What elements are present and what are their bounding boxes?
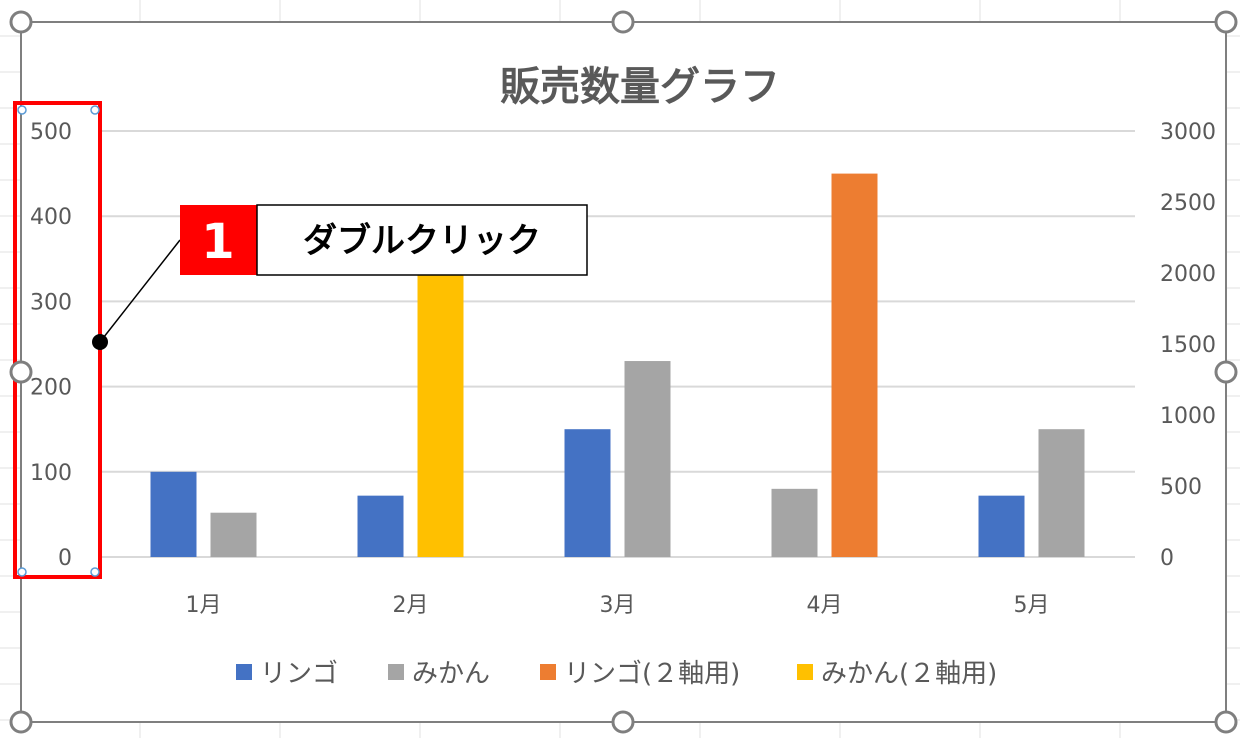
callout-text: ダブルクリック: [303, 221, 541, 261]
bar[interactable]: [210, 512, 257, 557]
primary-axis-tick-label: 200: [30, 376, 72, 401]
legend-entry[interactable]: リンゴ(２軸用): [564, 659, 740, 689]
resize-handle-top-left[interactable]: [9, 10, 33, 34]
secondary-axis-tick-label: 1500: [1160, 333, 1216, 358]
primary-axis-tick-label: 500: [30, 120, 72, 145]
category-label: 5月: [1014, 593, 1050, 618]
bar[interactable]: [771, 488, 818, 557]
bar[interactable]: [831, 173, 878, 557]
chart-resize-handles[interactable]: [9, 10, 1238, 734]
instruction-callout: 1 ダブルクリック: [92, 204, 588, 350]
bar[interactable]: [150, 471, 197, 557]
bar[interactable]: [417, 273, 464, 557]
axis-selection-handle[interactable]: [17, 105, 27, 115]
chart-border: [20, 21, 1227, 723]
category-label: 3月: [600, 593, 636, 618]
primary-axis-tick-label: 0: [58, 546, 72, 571]
category-label: 1月: [186, 593, 222, 618]
bar[interactable]: [564, 429, 611, 557]
category-label: 2月: [393, 593, 429, 618]
resize-handle-top-right[interactable]: [1214, 10, 1238, 34]
legend-swatch[interactable]: [388, 664, 404, 680]
callout-step-number: 1: [201, 214, 234, 270]
resize-handle-left[interactable]: [9, 360, 33, 384]
category-axis[interactable]: 1月 2月 3月 4月 5月: [186, 593, 1050, 618]
axis-selection-handle[interactable]: [17, 567, 27, 577]
legend[interactable]: リンゴ みかん リンゴ(２軸用) みかん(２軸用): [236, 659, 997, 689]
secondary-axis-tick-label: 2000: [1160, 262, 1216, 287]
secondary-axis-tick-label: 500: [1160, 475, 1202, 500]
secondary-axis[interactable]: 0 500 1000 1500 2000 2500 3000: [1160, 120, 1216, 571]
legend-entry[interactable]: みかん(２軸用): [821, 659, 997, 689]
bar[interactable]: [978, 495, 1025, 557]
bar[interactable]: [1038, 429, 1085, 557]
primary-axis-tick-label: 400: [30, 205, 72, 230]
resize-handle-top[interactable]: [611, 10, 635, 34]
resize-handle-right[interactable]: [1214, 360, 1238, 384]
secondary-axis-tick-label: 1000: [1160, 404, 1216, 429]
primary-axis[interactable]: 0 100 200 300 400 500: [30, 120, 72, 571]
bar[interactable]: [357, 495, 404, 557]
axis-selection-handle[interactable]: [90, 567, 100, 577]
callout-leader-line: [99, 239, 181, 343]
legend-entry[interactable]: リンゴ: [260, 659, 338, 689]
callout-number-box: [180, 205, 257, 275]
chart-title[interactable]: 販売数量グラフ: [500, 64, 780, 110]
primary-axis-tick-label: 100: [30, 461, 72, 486]
resize-handle-bottom-right[interactable]: [1214, 710, 1238, 734]
category-label: 4月: [807, 593, 843, 618]
axis-selection-handle[interactable]: [90, 105, 100, 115]
legend-swatch[interactable]: [540, 664, 556, 680]
callout-text-box: [256, 204, 588, 276]
plot-area[interactable]: [150, 173, 1085, 557]
bar[interactable]: [624, 361, 671, 557]
legend-swatch[interactable]: [236, 664, 252, 680]
secondary-axis-tick-label: 0: [1160, 546, 1174, 571]
secondary-axis-tick-label: 2500: [1160, 191, 1216, 216]
secondary-axis-tick-label: 3000: [1160, 120, 1216, 145]
resize-handle-bottom-left[interactable]: [9, 710, 33, 734]
primary-axis-tick-label: 300: [30, 290, 72, 315]
legend-entry[interactable]: みかん: [412, 659, 490, 689]
callout-leader-dot: [92, 334, 108, 350]
legend-swatch[interactable]: [797, 664, 813, 680]
resize-handle-bottom[interactable]: [611, 710, 635, 734]
